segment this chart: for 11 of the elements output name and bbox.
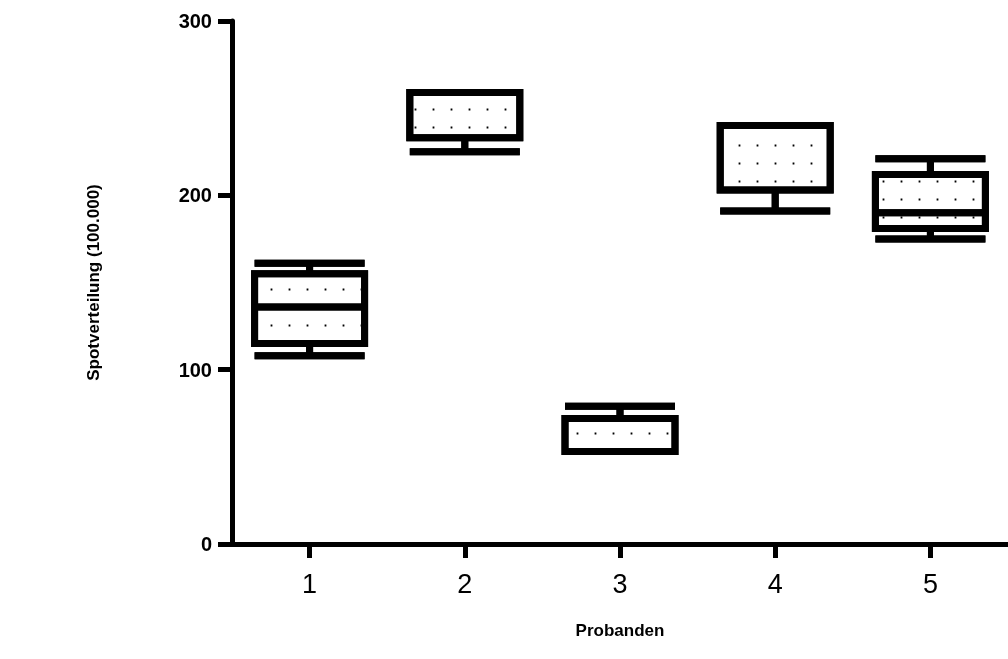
y-axis-title: Spotverteilung (100.000) — [84, 184, 103, 381]
y-tick-label: 100 — [178, 358, 212, 381]
y-tick-label: 0 — [200, 533, 212, 555]
x-axis-title: Probanden — [575, 621, 665, 640]
x-tick-label: 2 — [457, 568, 473, 599]
x-tick-label: 5 — [922, 568, 938, 599]
x-tick-label: 4 — [767, 568, 783, 599]
y-tick-label: 200 — [178, 184, 212, 207]
x-tick-label: 3 — [612, 568, 628, 599]
y-tick-label: 300 — [178, 10, 212, 32]
x-tick-label: 1 — [302, 568, 318, 599]
